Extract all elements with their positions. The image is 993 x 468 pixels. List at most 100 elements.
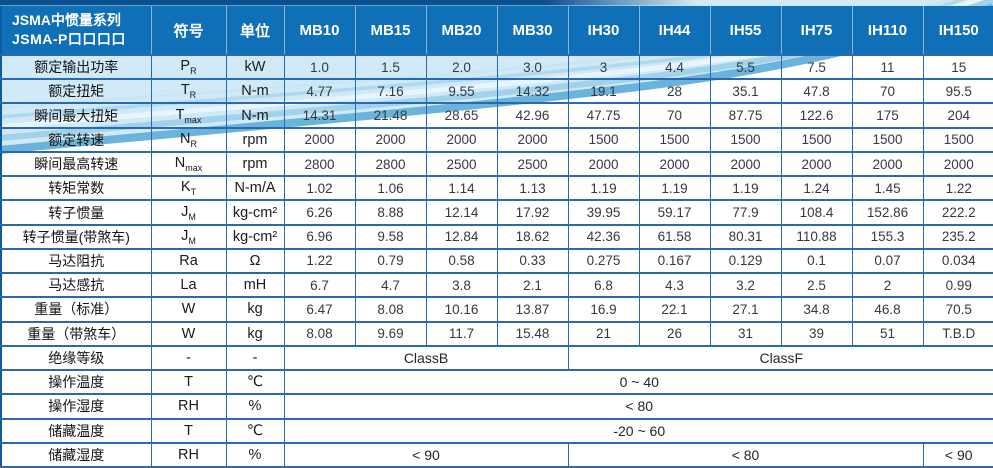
spec-value: 4.7 [354, 272, 427, 299]
spec-value: 15 [922, 53, 993, 81]
spec-unit: mH [225, 272, 285, 299]
spec-value: 1500 [780, 126, 853, 153]
spec-unit: rpm [225, 126, 285, 153]
column-header-ih75: IH75 [780, 6, 852, 55]
spec-label: 重量（标准） [0, 296, 152, 323]
spec-row: 操作温度 T ℃ 0 ~ 40 [0, 369, 993, 396]
spec-value: 2500 [425, 150, 498, 178]
series-title: JSMA中惯量系列 JSMA-P口口口口 [1, 6, 151, 55]
spec-unit: N-m/A [225, 175, 285, 202]
spec-value: 51 [851, 320, 924, 347]
spec-value-merged: < 80 [567, 441, 924, 468]
spec-value: 8.08 [354, 296, 427, 323]
spec-value-merged: ClassB [283, 344, 569, 372]
spec-symbol: W [150, 320, 227, 347]
spec-row: 马达阻抗 Ra Ω 1.22 0.79 0.58 0.33 0.275 0.167 0.129 0.… [0, 247, 993, 275]
spec-value: 2000 [567, 150, 640, 178]
spec-label: 马达阻抗 [0, 247, 152, 275]
spec-value: 39.95 [567, 199, 640, 226]
series-title-line1: JSMA中惯量系列 [12, 12, 121, 29]
spec-value: 0.58 [425, 247, 498, 275]
spec-label: 额定输出功率 [0, 53, 152, 81]
spec-value: 0.07 [851, 247, 924, 275]
spec-value: 6.8 [567, 272, 640, 299]
spec-label: 马达感抗 [0, 272, 152, 299]
spec-value: 27.1 [709, 296, 782, 323]
spec-symbol: T [150, 417, 227, 444]
spec-value: 0.99 [922, 272, 993, 299]
spec-value: 47.8 [780, 78, 853, 105]
spec-label: 额定扭矩 [0, 78, 152, 105]
spec-value: 42.96 [496, 102, 569, 129]
spec-value: 3 [567, 53, 640, 81]
column-header-ih30: IH30 [567, 6, 639, 55]
spec-value: 2 [851, 272, 924, 299]
spec-value: 9.69 [354, 320, 427, 347]
spec-value: 2000 [922, 150, 993, 178]
spec-unit: N-m [225, 78, 285, 105]
column-header-ih44: IH44 [638, 6, 710, 55]
spec-value: 12.84 [425, 223, 498, 250]
spec-label: 转矩常数 [0, 175, 152, 202]
spec-value: 9.55 [425, 78, 498, 105]
spec-value: 26 [638, 320, 711, 347]
spec-value: 222.2 [922, 199, 993, 226]
spec-value: 6.7 [283, 272, 356, 299]
spec-value: 2000 [354, 126, 427, 153]
spec-row: 转矩常数 KT N-m/A 1.02 1.06 1.14 1.13 1.19 1.19 1.19 1… [0, 175, 993, 202]
spec-symbol: TR [150, 78, 227, 105]
spec-label: 瞬间最大扭矩 [0, 102, 152, 129]
spec-value-merged: < 90 [922, 441, 993, 468]
column-header-mb15: MB15 [354, 6, 426, 55]
top-strip [0, 0, 993, 6]
spec-value: 1.45 [851, 175, 924, 202]
spec-value: 1.06 [354, 175, 427, 202]
spec-unit: rpm [225, 150, 285, 178]
spec-symbol: La [150, 272, 227, 299]
spec-row: 额定转速 NR rpm 2000 2000 2000 2000 1500 1500 1500 150… [0, 126, 993, 153]
spec-value: 1.13 [496, 175, 569, 202]
spec-value: 1.22 [922, 175, 993, 202]
column-header-mb30: MB30 [496, 6, 568, 55]
spec-value: 16.9 [567, 296, 640, 323]
spec-symbol: Tmax [150, 102, 227, 129]
spec-row: 绝缘等级 - - ClassB ClassF [0, 344, 993, 372]
spec-value: 59.17 [638, 199, 711, 226]
spec-value: 2000 [425, 126, 498, 153]
spec-value: 70 [638, 102, 711, 129]
spec-symbol: NR [150, 126, 227, 153]
spec-unit: kg-cm² [225, 199, 285, 226]
column-header-unit: 单位 [225, 6, 284, 55]
spec-row: 储藏湿度 RH% < 90 < 80 < 90 [0, 441, 993, 468]
spec-value: 21 [567, 320, 640, 347]
spec-value: 19.1 [567, 78, 640, 105]
spec-value: 77.9 [709, 199, 782, 226]
spec-value: 5.5 [709, 53, 782, 81]
spec-symbol: W [150, 296, 227, 323]
spec-value: 4.77 [283, 78, 356, 105]
spec-value: 2000 [780, 150, 853, 178]
series-title-line2: JSMA-P口口口口 [12, 31, 126, 47]
column-header-ih55: IH55 [709, 6, 781, 55]
column-header-mb10: MB10 [283, 6, 355, 55]
spec-value: 39 [780, 320, 853, 347]
spec-value: 1.19 [638, 175, 711, 202]
column-header-mb20: MB20 [425, 6, 497, 55]
spec-value: 1.24 [780, 175, 853, 202]
spec-label: 绝缘等级 [0, 344, 152, 372]
spec-unit: N-m [225, 102, 285, 129]
spec-value: 1.19 [709, 175, 782, 202]
motor-spec-table: JSMA中惯量系列 JSMA-P口口口口 符号 单位 MB10 MB15 MB20 M… [0, 6, 993, 468]
spec-value: 11 [851, 53, 924, 81]
spec-value: T.B.D [922, 320, 993, 347]
spec-value: 14.31 [283, 102, 356, 129]
spec-value: 7.16 [354, 78, 427, 105]
spec-value: 8.08 [283, 320, 356, 347]
spec-label: 额定转速 [0, 126, 152, 153]
spec-label: 操作温度 [0, 369, 152, 396]
spec-value: 15.48 [496, 320, 569, 347]
spec-value-merged: 0 ~ 40 [283, 369, 993, 396]
spec-unit: - [225, 344, 285, 372]
spec-value: 1500 [638, 126, 711, 153]
spec-symbol: - [150, 344, 227, 372]
